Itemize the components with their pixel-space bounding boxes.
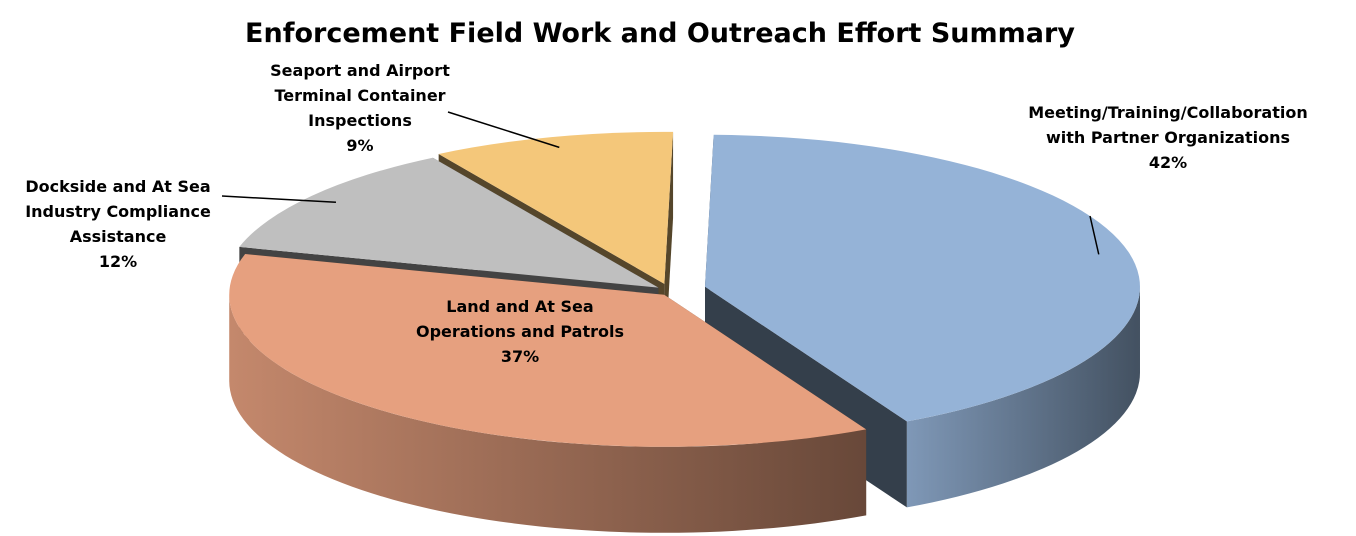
slice-top (438, 131, 674, 284)
leader-line (447, 111, 560, 149)
slice-label: Land and At Sea Operations and Patrols (416, 297, 624, 341)
slice-top (229, 254, 867, 447)
slice-side (906, 286, 1140, 508)
slice-top (239, 157, 659, 288)
value-label: 37% (501, 347, 539, 366)
value-label: 42% (1149, 153, 1187, 172)
slice (229, 254, 867, 533)
slice-label: Meeting/Training/Collaboration with Partn… (1028, 103, 1307, 147)
chart-title: Enforcement Field Work and Outreach Effo… (245, 18, 1075, 49)
slice-label: Seaport and Airport Terminal Container Ins… (270, 61, 450, 130)
slice-top (704, 134, 1140, 422)
slice-side (229, 294, 867, 533)
value-label: 12% (99, 252, 137, 271)
slice-label: Dockside and At Sea Industry Compliance As… (25, 177, 211, 246)
leader-line (1089, 215, 1100, 255)
value-label: 9% (346, 136, 373, 155)
leader-line (221, 195, 337, 204)
